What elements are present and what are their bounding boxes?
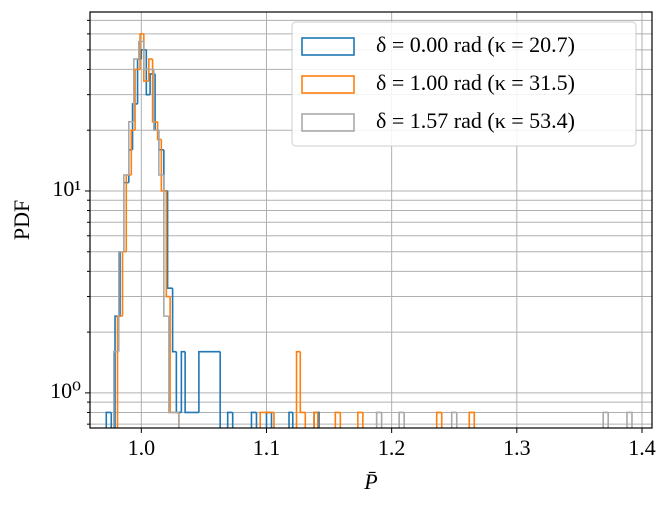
x-tick-label: 1.3	[503, 435, 531, 460]
histogram-step	[153, 69, 159, 132]
histogram-step	[180, 350, 186, 413]
data-layer	[105, 33, 633, 428]
plot-frame	[89, 11, 653, 429]
histogram-step	[133, 58, 139, 122]
histogram-step	[403, 412, 405, 428]
histogram-step	[125, 174, 132, 252]
histogram-step	[357, 411, 363, 428]
histogram-step	[362, 412, 364, 428]
histogram-step	[156, 121, 162, 141]
histogram-step	[117, 250, 124, 352]
legend-label: δ = 0.00 rad (κ = 20.7)	[376, 32, 575, 57]
histogram-step	[317, 412, 319, 428]
histogram-step	[273, 412, 275, 428]
histogram-step	[313, 411, 318, 428]
histogram-step	[304, 412, 307, 428]
histogram-step	[291, 412, 294, 428]
histogram-step	[339, 412, 342, 428]
histogram-step	[295, 350, 301, 428]
histogram-step	[602, 411, 609, 428]
histogram-step	[143, 41, 149, 71]
y-axis-label: PDF	[9, 200, 34, 240]
histogram-step	[334, 411, 341, 428]
histogram-step	[160, 139, 167, 192]
legend-swatch	[301, 37, 355, 56]
x-tick-label: 1.2	[378, 435, 406, 460]
x-tick-label: 1.0	[128, 435, 156, 460]
histogram-step	[455, 412, 458, 428]
histogram-step	[178, 412, 180, 428]
x-tick-label: 1.1	[253, 435, 281, 460]
histogram-step	[168, 316, 174, 414]
legend-label: δ = 1.57 rad (κ = 53.4)	[376, 108, 575, 133]
histogram-step	[131, 103, 138, 150]
x-tick-label: 1.4	[628, 435, 656, 460]
histogram-step	[138, 40, 144, 60]
histogram-step	[259, 411, 274, 428]
histogram-step	[163, 174, 169, 317]
histogram-step	[145, 49, 151, 96]
histogram-step	[626, 411, 633, 428]
histogram-step	[112, 350, 119, 428]
histogram-step	[288, 411, 293, 428]
y-tick-label: 10¹	[52, 176, 81, 201]
histogram-step	[468, 411, 476, 428]
histogram-step	[435, 411, 442, 428]
histogram-step	[128, 121, 134, 175]
histogram-step	[299, 351, 306, 414]
histogram-step	[165, 190, 171, 298]
histogram-step	[380, 412, 383, 428]
legend-box	[291, 21, 637, 147]
histogram-step	[151, 59, 158, 123]
histogram-step	[166, 190, 173, 289]
histogram-step	[148, 58, 153, 82]
histogram-step	[375, 411, 382, 428]
histogram-step	[231, 412, 234, 428]
histogram-step	[250, 411, 257, 428]
histogram-step	[130, 129, 136, 175]
histogram-step	[184, 351, 191, 414]
histogram-step	[134, 68, 141, 131]
histogram-step	[440, 412, 443, 428]
histogram-step	[158, 130, 164, 176]
histogram-step	[105, 411, 112, 428]
histogram-step	[270, 412, 273, 428]
histogram-step	[607, 412, 609, 428]
x-axis-label: P̄	[363, 469, 377, 494]
legend-label: δ = 1.00 rad (κ = 31.5)	[376, 70, 575, 95]
histogram-step	[198, 350, 221, 413]
histogram-step	[116, 315, 123, 428]
histogram-step	[121, 250, 127, 317]
histogram-step	[255, 412, 258, 428]
y-tick-label: 10⁰	[50, 378, 81, 403]
histogram-step	[219, 351, 221, 428]
histogram-step	[140, 49, 147, 60]
legend-swatch	[301, 113, 355, 132]
histogram-step	[171, 288, 177, 353]
histogram-step	[398, 411, 405, 428]
histogram-step	[226, 411, 233, 428]
histogram-step	[139, 33, 144, 70]
histogram-step	[122, 174, 129, 252]
histogram-step	[110, 412, 113, 428]
tick-layer: 1.0 1.1 1.2 1.3 1.4 10⁰ 10¹	[50, 19, 656, 460]
histogram-step	[450, 411, 457, 428]
legend-swatch	[301, 75, 355, 94]
legend: δ = 0.00 rad (κ = 20.7) δ = 1.00 rad (κ =…	[291, 21, 637, 147]
